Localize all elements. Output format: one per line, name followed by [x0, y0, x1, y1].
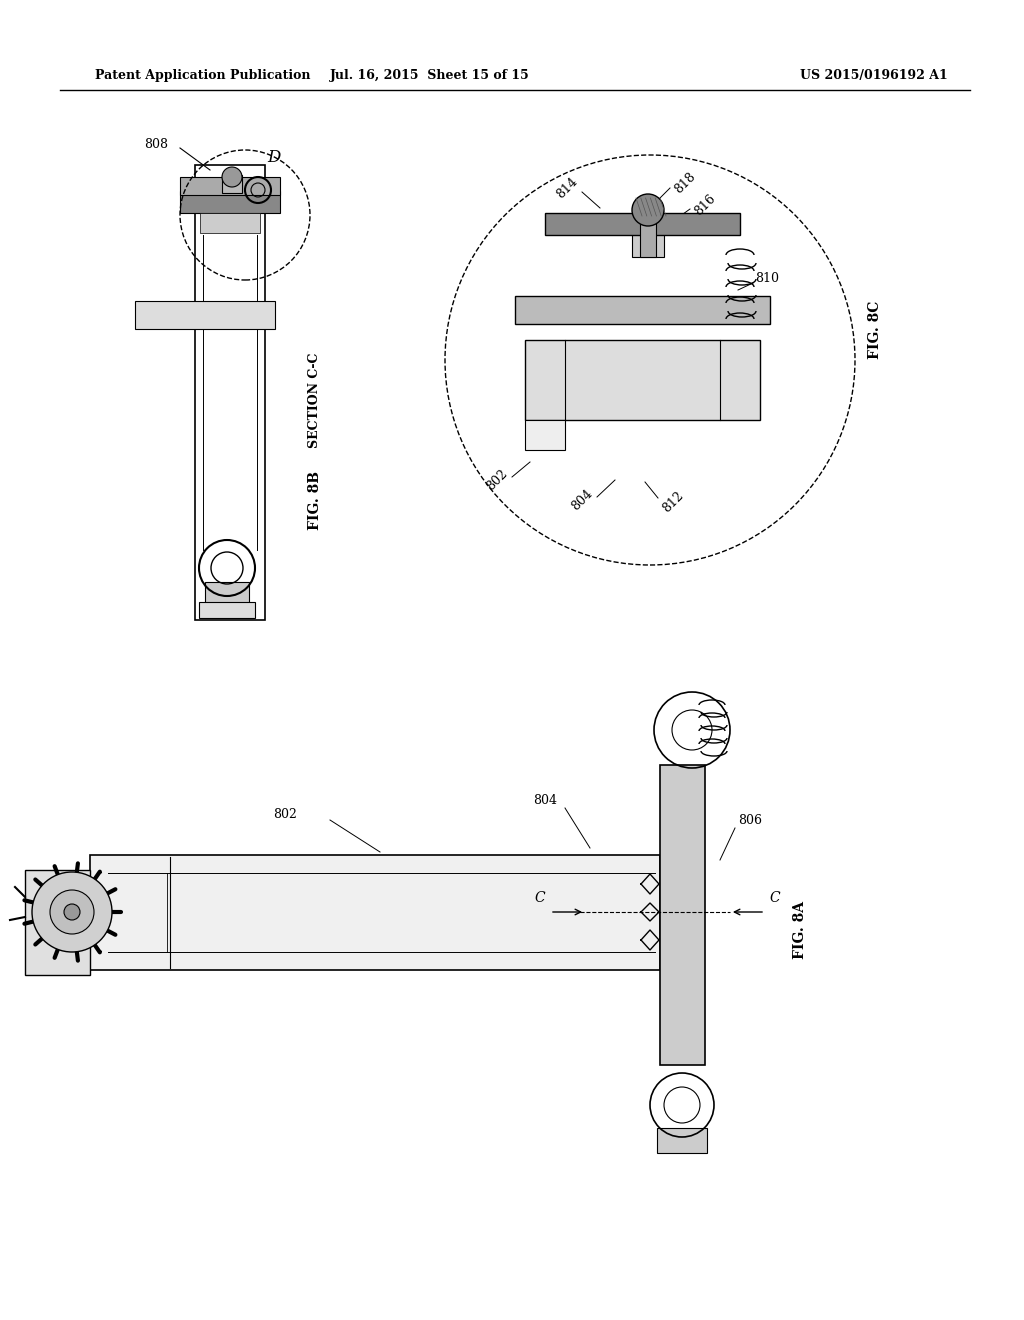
Bar [199, 602, 255, 618]
Bar [525, 420, 565, 450]
Bar [525, 341, 760, 420]
Text: 810: 810 [755, 272, 779, 285]
Bar [545, 213, 740, 235]
Text: US 2015/0196192 A1: US 2015/0196192 A1 [800, 69, 948, 82]
Text: C: C [535, 891, 546, 906]
Text: 806: 806 [738, 813, 762, 826]
Text: FIG. 8C: FIG. 8C [868, 301, 882, 359]
Text: D: D [267, 149, 281, 165]
Circle shape [50, 890, 94, 935]
Text: FIG. 8A: FIG. 8A [793, 902, 807, 960]
Bar [90, 855, 660, 970]
Bar [135, 301, 275, 329]
Text: 814: 814 [554, 176, 580, 201]
Bar [640, 213, 656, 257]
Text: 804: 804 [534, 793, 557, 807]
Bar [200, 213, 260, 234]
Bar [205, 582, 249, 610]
Circle shape [632, 194, 664, 226]
Bar [195, 165, 265, 620]
Bar [180, 177, 280, 195]
Text: C: C [770, 891, 780, 906]
Text: 802: 802 [484, 467, 510, 494]
Bar [632, 215, 664, 257]
Circle shape [63, 904, 80, 920]
Text: SECTION C-C: SECTION C-C [308, 352, 322, 447]
Text: 818: 818 [672, 170, 698, 197]
Circle shape [32, 873, 112, 952]
Bar [222, 176, 242, 193]
Text: 804: 804 [569, 487, 595, 513]
Bar [660, 766, 705, 1065]
Bar [515, 296, 770, 323]
Bar [180, 191, 280, 213]
Text: 802: 802 [273, 808, 297, 821]
Bar [657, 1129, 707, 1152]
Text: 808: 808 [144, 139, 168, 152]
Text: Patent Application Publication: Patent Application Publication [95, 69, 310, 82]
Circle shape [222, 168, 242, 187]
Text: Jul. 16, 2015  Sheet 15 of 15: Jul. 16, 2015 Sheet 15 of 15 [330, 69, 529, 82]
Bar [25, 870, 90, 975]
Text: 812: 812 [660, 488, 686, 515]
Text: FIG. 8B: FIG. 8B [308, 470, 322, 529]
Text: 816: 816 [692, 191, 718, 218]
